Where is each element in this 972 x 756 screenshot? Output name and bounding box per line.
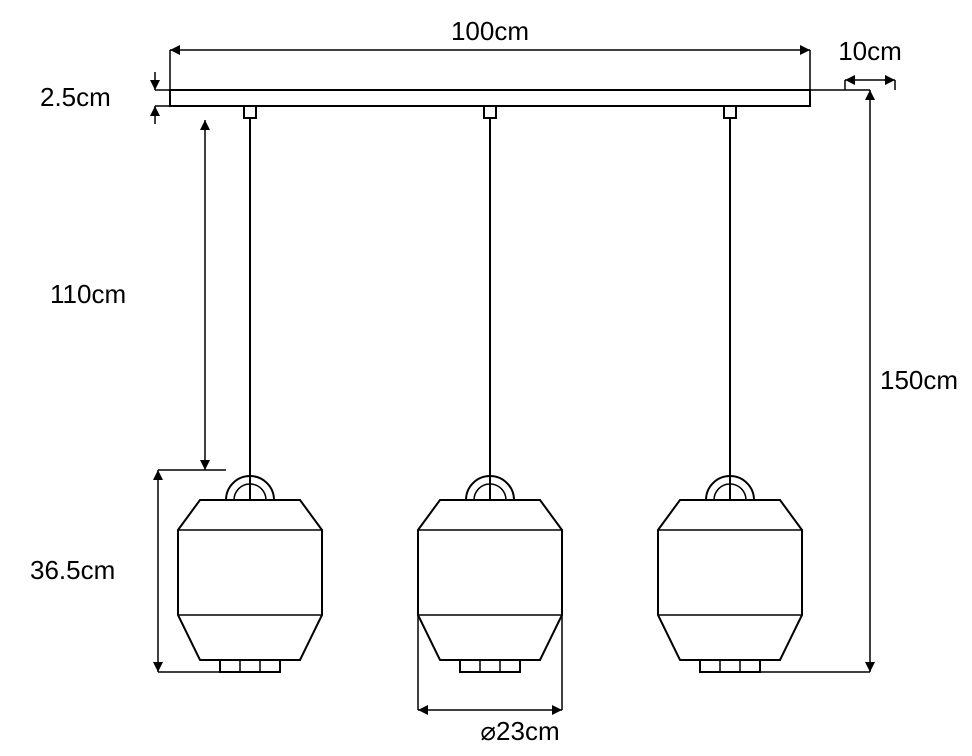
dim-label-bar-depth: 10cm: [838, 36, 902, 66]
cord-connector: [244, 106, 256, 118]
ceiling-bar: [170, 90, 810, 106]
arrowhead: [418, 705, 428, 715]
dim-label-cord-length: 110cm: [50, 279, 126, 309]
dim-label-shade-height: 36.5cm: [30, 555, 115, 585]
arrowhead: [150, 80, 160, 90]
arrowhead: [800, 45, 810, 55]
dim-label-bar-width: 100cm: [451, 16, 529, 46]
arrowhead: [170, 45, 180, 55]
cord-connector: [484, 106, 496, 118]
arrowhead: [200, 120, 210, 130]
arrowhead: [153, 662, 163, 672]
pendant-shade: [418, 500, 562, 660]
arrowhead: [865, 90, 875, 100]
arrowhead: [552, 705, 562, 715]
cord-connector: [724, 106, 736, 118]
pendant-shade: [658, 500, 802, 660]
arrowhead: [200, 460, 210, 470]
dim-label-bar-thickness: 2.5cm: [40, 82, 111, 112]
pendant-foot: [700, 660, 760, 672]
pendant-shade: [178, 500, 322, 660]
arrowhead: [885, 75, 895, 85]
dim-label-total-height: 150cm: [880, 365, 958, 395]
arrowhead: [150, 106, 160, 116]
pendant-foot: [460, 660, 520, 672]
dim-label-shade-diameter: ⌀23cm: [480, 716, 559, 746]
arrowhead: [865, 662, 875, 672]
arrowhead: [153, 470, 163, 480]
pendant-foot: [220, 660, 280, 672]
arrowhead: [845, 75, 855, 85]
